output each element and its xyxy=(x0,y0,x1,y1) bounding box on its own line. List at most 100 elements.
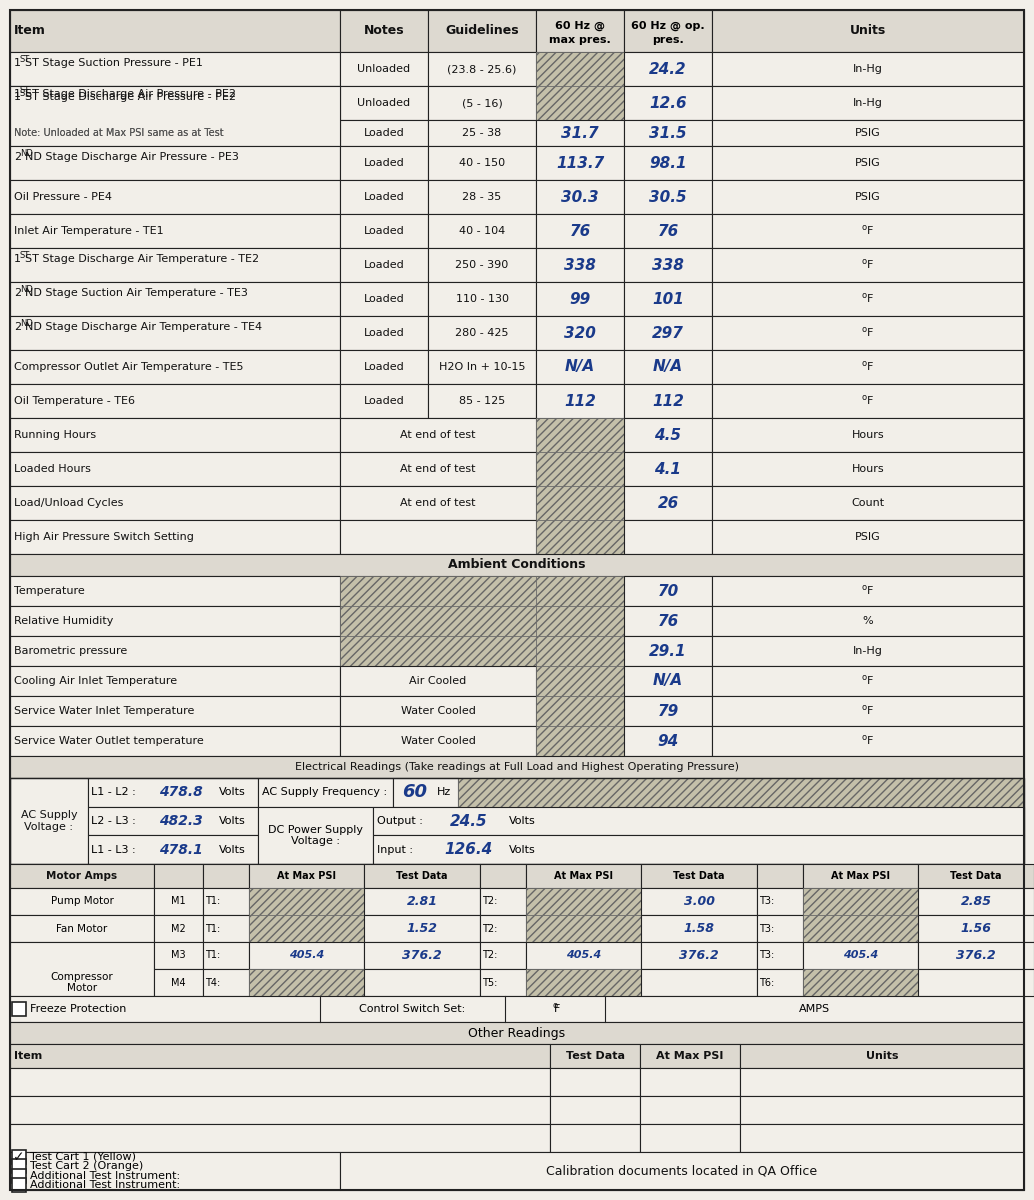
Bar xyxy=(340,384,428,418)
Text: Volts: Volts xyxy=(219,845,246,854)
Text: 28 - 35: 28 - 35 xyxy=(462,192,501,202)
Bar xyxy=(340,180,428,214)
Bar xyxy=(10,248,340,282)
Text: T3:: T3: xyxy=(759,950,774,960)
Text: 60 Hz @: 60 Hz @ xyxy=(555,20,605,31)
Bar xyxy=(10,452,340,486)
Bar xyxy=(154,970,203,996)
Bar xyxy=(12,1150,26,1164)
Text: Barometric pressure: Barometric pressure xyxy=(14,646,127,656)
Text: 2.81: 2.81 xyxy=(406,895,437,908)
Bar xyxy=(88,835,258,864)
Text: Test Data: Test Data xyxy=(950,871,1002,881)
Text: 112: 112 xyxy=(565,394,596,408)
Text: 126.4: 126.4 xyxy=(445,842,492,857)
Bar xyxy=(428,52,536,86)
Text: 1: 1 xyxy=(14,58,21,68)
Text: 113.7: 113.7 xyxy=(556,156,604,170)
Bar xyxy=(624,120,712,146)
Bar xyxy=(258,778,393,806)
Text: F: F xyxy=(866,706,873,716)
Text: M1: M1 xyxy=(172,896,186,906)
Bar xyxy=(624,486,712,520)
Bar xyxy=(712,86,1024,120)
Bar xyxy=(712,452,1024,486)
Text: N/A: N/A xyxy=(565,360,595,374)
Bar xyxy=(624,520,712,554)
Text: 280 - 425: 280 - 425 xyxy=(455,328,509,338)
Bar xyxy=(373,835,1024,864)
Bar xyxy=(10,666,340,696)
Bar xyxy=(364,888,480,914)
Bar xyxy=(712,214,1024,248)
Bar xyxy=(536,636,624,666)
Bar xyxy=(712,576,1024,606)
Bar xyxy=(712,350,1024,384)
Text: AC Supply Frequency :: AC Supply Frequency : xyxy=(262,787,387,797)
Text: M2: M2 xyxy=(171,924,186,934)
Bar xyxy=(393,778,458,806)
Bar xyxy=(536,10,624,52)
Text: 405.4: 405.4 xyxy=(843,950,878,960)
Bar xyxy=(536,606,624,636)
Bar xyxy=(10,146,340,180)
Bar xyxy=(203,864,249,888)
Bar xyxy=(712,316,1024,350)
Bar xyxy=(428,316,536,350)
Bar xyxy=(918,888,1034,914)
Bar xyxy=(641,914,757,942)
Text: Test Cart 2 (Orange): Test Cart 2 (Orange) xyxy=(30,1162,144,1171)
Text: Loaded: Loaded xyxy=(364,362,404,372)
Bar xyxy=(536,696,624,726)
Text: Test Data: Test Data xyxy=(396,871,448,881)
Bar xyxy=(641,864,757,888)
Bar xyxy=(918,864,1034,888)
Bar xyxy=(203,942,249,970)
Bar xyxy=(550,1044,640,1068)
Text: T6:: T6: xyxy=(759,978,774,988)
Bar xyxy=(340,10,428,52)
Bar xyxy=(712,486,1024,520)
Bar xyxy=(624,248,712,282)
Text: L2 - L3 :: L2 - L3 : xyxy=(91,816,135,826)
Bar xyxy=(10,180,340,214)
Bar xyxy=(640,1124,740,1152)
Bar xyxy=(12,1169,26,1183)
Text: 76: 76 xyxy=(570,223,590,239)
Bar xyxy=(757,864,803,888)
Text: ST: ST xyxy=(20,89,30,98)
Text: 31.5: 31.5 xyxy=(649,126,687,140)
Text: o: o xyxy=(861,392,866,402)
Text: T2:: T2: xyxy=(482,924,497,934)
Bar xyxy=(428,180,536,214)
Text: 60 Hz @ op.: 60 Hz @ op. xyxy=(631,20,705,31)
Text: Other Readings: Other Readings xyxy=(468,1026,566,1039)
Text: 2.85: 2.85 xyxy=(961,895,992,908)
Text: T2:: T2: xyxy=(482,896,497,906)
Text: Relative Humidity: Relative Humidity xyxy=(14,616,114,626)
Bar xyxy=(740,1124,1024,1152)
Bar xyxy=(340,696,536,726)
Text: Loaded: Loaded xyxy=(364,158,404,168)
Text: 31.7: 31.7 xyxy=(561,126,599,140)
Text: Output :: Output : xyxy=(377,816,423,826)
Text: Additional Test Instrument:: Additional Test Instrument: xyxy=(30,1171,180,1181)
Bar xyxy=(712,248,1024,282)
Bar xyxy=(10,914,154,942)
Text: In-Hg: In-Hg xyxy=(853,64,883,74)
Text: o: o xyxy=(861,732,866,742)
Bar xyxy=(340,146,428,180)
Bar xyxy=(10,942,154,996)
Text: 112: 112 xyxy=(652,394,683,408)
Text: Service Water Inlet Temperature: Service Water Inlet Temperature xyxy=(14,706,194,716)
Text: 376.2: 376.2 xyxy=(956,949,996,962)
Text: Volts: Volts xyxy=(509,845,536,854)
Text: 3.00: 3.00 xyxy=(683,895,714,908)
Text: 12.6: 12.6 xyxy=(649,96,687,110)
Bar xyxy=(340,316,428,350)
Text: 338: 338 xyxy=(565,258,596,272)
Bar xyxy=(536,86,624,120)
Text: Units: Units xyxy=(865,1051,899,1061)
Bar xyxy=(624,384,712,418)
Bar xyxy=(624,418,712,452)
